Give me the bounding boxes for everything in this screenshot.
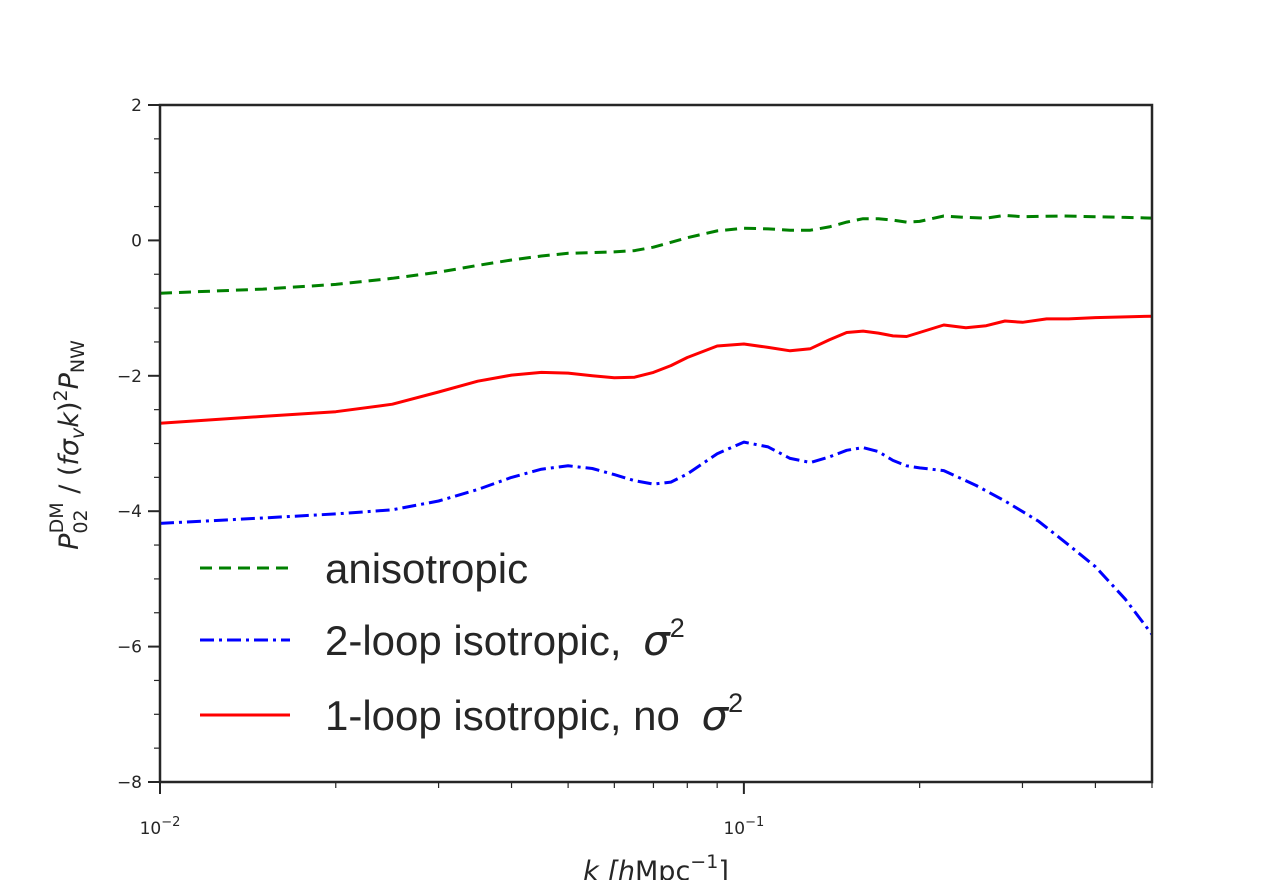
y-tick-label: −8 <box>117 773 142 793</box>
series-line-1 <box>159 213 1153 295</box>
y-tick-label: −2 <box>117 367 142 387</box>
legend: anisotropic 2-loop isotropic, σ2 1-loop is… <box>200 545 743 740</box>
y-axis-label: P02DM / (fσvk)2PNW <box>46 340 92 550</box>
y-tick-label: 2 <box>131 96 142 116</box>
series-line-3 <box>159 314 1153 425</box>
y-tick-label: −6 <box>117 638 142 658</box>
legend-label-2: 2-loop isotropic, σ2 <box>325 613 685 665</box>
y-axis-ticks: 2 0 −2 −4 −6 −8 <box>117 96 160 793</box>
x-axis-label: k [hMpc−1] <box>583 851 729 880</box>
y-tick-label: 0 <box>131 231 142 251</box>
series-line-2 <box>159 440 1154 636</box>
y-tick-label: −4 <box>117 502 142 522</box>
x-tick-label: 10−1 <box>723 815 764 839</box>
legend-label-3: 1-loop isotropic, no σ2 <box>325 688 743 740</box>
legend-label-1: anisotropic <box>325 545 528 592</box>
plot-frame <box>158 103 1154 784</box>
x-tick-label: 10−2 <box>140 815 181 839</box>
x-axis-ticks: 10−2 10−1 <box>140 782 1153 839</box>
series-layer <box>159 213 1154 636</box>
